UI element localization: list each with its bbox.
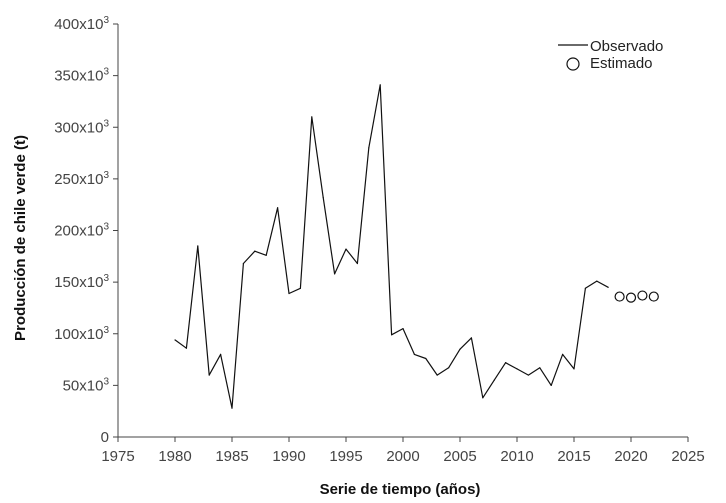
observado-point xyxy=(402,327,404,330)
observado-point xyxy=(584,287,587,289)
y-tick-label-exponent: 3 xyxy=(103,118,109,129)
observado-point xyxy=(482,397,484,399)
observado-point xyxy=(265,254,267,256)
x-tick-label: 2015 xyxy=(557,448,590,465)
y-tick-label: 350x103 xyxy=(54,67,109,85)
y-tick-label: 150x103 xyxy=(54,273,109,291)
y-tick-label-base: 150x10 xyxy=(54,274,103,291)
x-tick-label: 1990 xyxy=(272,448,305,465)
x-axis-title: Serie de tiempo (años) xyxy=(320,481,481,498)
observado-point xyxy=(345,248,347,250)
observado-point xyxy=(299,287,301,289)
observado-point xyxy=(562,353,564,355)
legend-label-estimado: Estimado xyxy=(590,55,653,72)
y-tick-label-base: 100x10 xyxy=(54,326,103,343)
observado-point xyxy=(448,367,450,369)
y-tick-label-exponent: 3 xyxy=(103,376,109,387)
y-tick-label: 200x103 xyxy=(54,222,109,240)
y-tick-label-base: 50x10 xyxy=(63,377,104,394)
x-tick-label: 1980 xyxy=(158,448,191,465)
observado-point xyxy=(607,286,609,288)
y-tick-label: 0 xyxy=(101,429,109,446)
y-tick-label: 100x103 xyxy=(54,325,109,343)
observado-point xyxy=(185,347,187,349)
observado-point xyxy=(550,384,552,386)
x-tick-label: 2000 xyxy=(386,448,419,465)
y-tick-label-base: 200x10 xyxy=(54,223,103,240)
observado-point xyxy=(368,147,370,149)
x-tick-label: 2025 xyxy=(671,448,704,465)
observado-point xyxy=(527,374,530,376)
legend-circle-swatch xyxy=(566,57,580,71)
y-tick-label-base: 400x10 xyxy=(54,16,103,33)
observado-point xyxy=(254,250,256,252)
observado-point xyxy=(334,273,336,275)
estimado-point xyxy=(648,291,659,302)
x-tick-label: 2010 xyxy=(500,448,533,465)
observado-point xyxy=(208,374,210,376)
y-tick-label-exponent: 3 xyxy=(103,273,109,284)
y-tick-label-exponent: 3 xyxy=(103,325,109,336)
observado-point xyxy=(470,337,472,339)
estimado-point xyxy=(637,290,648,301)
series-layer xyxy=(174,84,659,409)
legend-label-observado: Observado xyxy=(590,38,663,55)
y-tick-label-exponent: 3 xyxy=(103,222,109,233)
x-ticks: 1975 1980 1985 1990 1995 2000 2005 2010 2015 2020… xyxy=(101,437,705,465)
observado-point xyxy=(425,357,427,360)
observado-point xyxy=(174,339,176,341)
y-tick-label: 50x103 xyxy=(63,376,110,394)
observado-point xyxy=(459,348,461,350)
observado-point xyxy=(436,374,438,376)
y-tick-label: 400x103 xyxy=(54,15,109,33)
y-tick-label-exponent: 3 xyxy=(103,67,109,78)
observado-point xyxy=(379,84,381,86)
axes xyxy=(117,24,688,438)
x-tick-label: 2005 xyxy=(443,448,476,465)
observado-point xyxy=(493,379,495,381)
y-tick-label-exponent: 3 xyxy=(103,170,109,181)
y-tick-label: 300x103 xyxy=(54,118,109,136)
y-axis-title: Producción de chile verde (t) xyxy=(12,135,29,341)
y-tick-label-exponent: 3 xyxy=(103,15,109,26)
series-line-observado xyxy=(174,84,609,409)
observado-point xyxy=(573,368,575,370)
observado-point xyxy=(277,207,279,209)
x-tick-label: 1995 xyxy=(329,448,362,465)
y-tick-label-base: 300x10 xyxy=(54,119,103,136)
y-tick-label: 250x103 xyxy=(54,170,109,188)
y-ticks: 050x103100x103150x103200x103250x103300x1… xyxy=(54,15,118,446)
observado-point xyxy=(539,367,541,369)
observado-point xyxy=(311,116,313,118)
observado-point xyxy=(391,334,393,336)
observado-point xyxy=(356,262,358,265)
observado-point xyxy=(505,362,507,364)
observado-point xyxy=(242,262,244,265)
observado-point xyxy=(197,245,199,247)
x-tick-label: 2020 xyxy=(614,448,647,465)
observado-point xyxy=(220,353,222,355)
observado-point xyxy=(231,407,233,409)
observado-point xyxy=(516,368,518,370)
observado-point xyxy=(596,280,598,282)
x-tick-label: 1975 xyxy=(101,448,134,465)
legend: Observado Estimado xyxy=(558,38,663,72)
y-tick-label-base: 250x10 xyxy=(54,171,103,188)
estimado-point xyxy=(625,292,637,303)
observado-point xyxy=(413,353,415,355)
y-tick-label-base: 0 xyxy=(101,429,109,446)
y-tick-label-base: 350x10 xyxy=(54,68,103,85)
observado-point xyxy=(288,292,290,295)
observado-point xyxy=(322,196,324,199)
estimado-point xyxy=(614,291,625,302)
x-tick-label: 1985 xyxy=(215,448,248,465)
